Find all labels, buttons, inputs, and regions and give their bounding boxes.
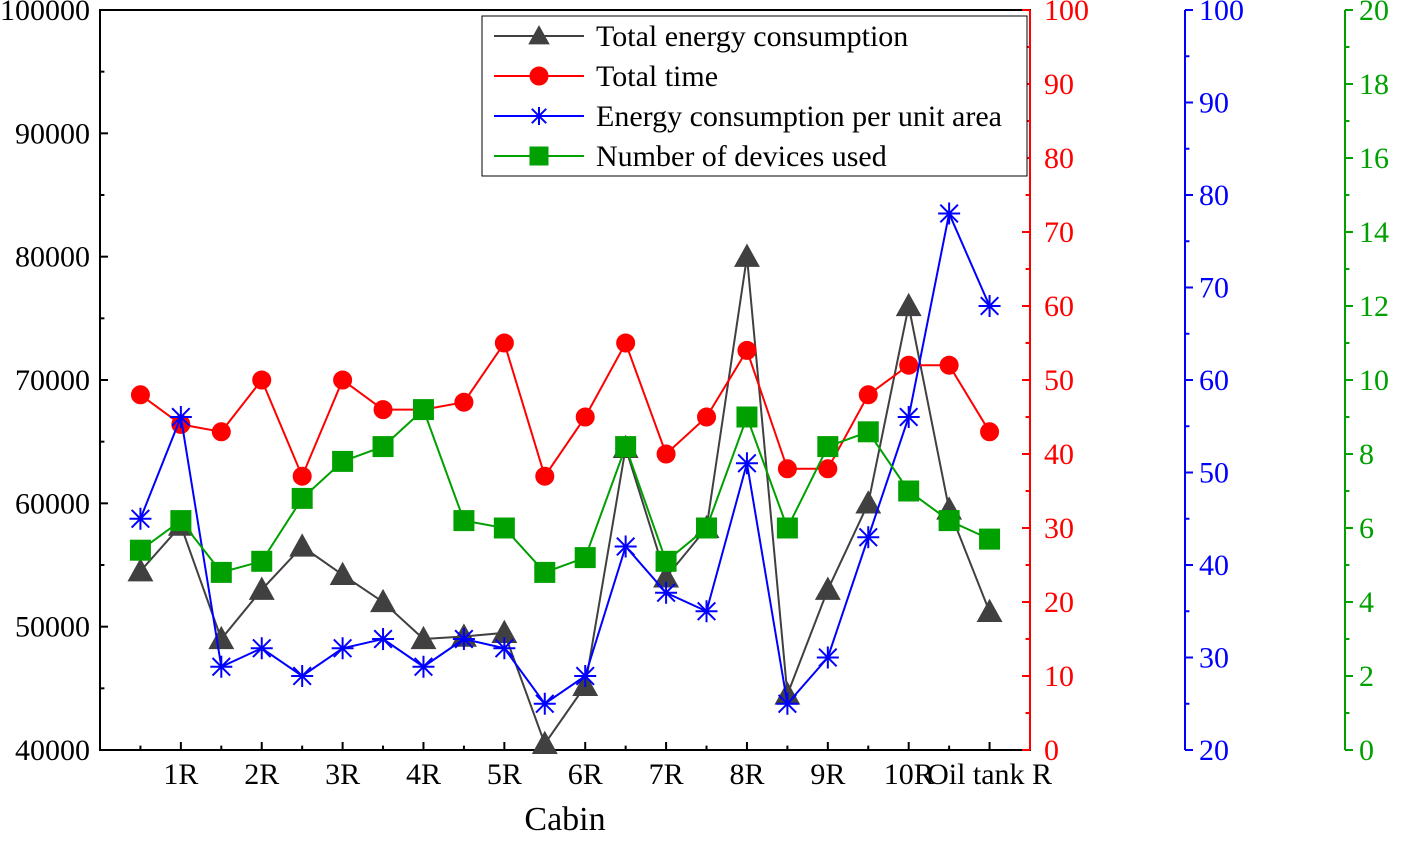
y-tick-label-y4: 10 xyxy=(1359,364,1389,397)
chart-stage: 1R2R3R4R5R6R7R8R9R10ROil tank RCabin4000… xyxy=(0,0,1416,857)
y-tick-label-y4: 0 xyxy=(1359,734,1374,767)
y-tick-label-y2: 40 xyxy=(1044,438,1074,471)
x-tick-label: 7R xyxy=(649,758,684,791)
legend-label: Total time xyxy=(596,60,718,93)
y-tick-label-y1: 80000 xyxy=(15,241,90,274)
y-tick-label-y1: 100000 xyxy=(0,0,90,27)
legend-label: Total energy consumption xyxy=(596,20,908,53)
y-tick-label-y4: 16 xyxy=(1359,142,1389,175)
x-tick-label: 3R xyxy=(325,758,360,791)
y-tick-label-y3: 70 xyxy=(1199,272,1229,305)
y-tick-label-y2: 10 xyxy=(1044,660,1074,693)
y-tick-label-y4: 2 xyxy=(1359,660,1374,693)
multi-axis-line-chart: 1R2R3R4R5R6R7R8R9R10ROil tank RCabin4000… xyxy=(0,0,1416,857)
y-tick-label-y2: 30 xyxy=(1044,512,1074,545)
y-tick-label-y2: 90 xyxy=(1044,68,1074,101)
y-tick-label-y4: 8 xyxy=(1359,438,1374,471)
y-tick-label-y4: 6 xyxy=(1359,512,1374,545)
y-tick-label-y3: 80 xyxy=(1199,179,1229,212)
legend-label: Energy consumption per unit area xyxy=(596,100,1002,133)
y-tick-label-y4: 20 xyxy=(1359,0,1389,27)
x-tick-label: 9R xyxy=(810,758,845,791)
y-tick-label-y3: 90 xyxy=(1199,87,1229,120)
y-tick-label-y4: 14 xyxy=(1359,216,1389,249)
y-tick-label-y2: 20 xyxy=(1044,586,1074,619)
x-tick-label: 6R xyxy=(568,758,603,791)
y-tick-label-y2: 70 xyxy=(1044,216,1074,249)
y-tick-label-y4: 4 xyxy=(1359,586,1374,619)
y-tick-label-y1: 50000 xyxy=(15,611,90,644)
y-tick-label-y3: 100 xyxy=(1199,0,1244,27)
y-tick-label-y1: 40000 xyxy=(15,734,90,767)
y-tick-label-y2: 80 xyxy=(1044,142,1074,175)
y-tick-label-y3: 50 xyxy=(1199,457,1229,490)
x-tick-label: 2R xyxy=(244,758,279,791)
y-tick-label-y3: 20 xyxy=(1199,734,1229,767)
x-tick-label: 8R xyxy=(729,758,764,791)
x-tick-label: 5R xyxy=(487,758,522,791)
x-axis-label: Cabin xyxy=(524,801,605,838)
y-tick-label-y1: 70000 xyxy=(15,364,90,397)
x-tick-label: 1R xyxy=(163,758,198,791)
y-tick-label-y3: 60 xyxy=(1199,364,1229,397)
y-tick-label-y2: 100 xyxy=(1044,0,1089,27)
y-tick-label-y1: 60000 xyxy=(15,487,90,520)
y-tick-label-y3: 30 xyxy=(1199,642,1229,675)
y-tick-label-y2: 50 xyxy=(1044,364,1074,397)
y-tick-label-y1: 90000 xyxy=(15,117,90,150)
x-tick-label: 4R xyxy=(406,758,441,791)
y-tick-label-y4: 18 xyxy=(1359,68,1389,101)
y-tick-label-y4: 12 xyxy=(1359,290,1389,323)
x-tick-label: Oil tank R xyxy=(927,758,1052,791)
y-tick-label-y3: 40 xyxy=(1199,549,1229,582)
legend-label: Number of devices used xyxy=(596,140,887,173)
y-tick-label-y2: 0 xyxy=(1044,734,1059,767)
y-tick-label-y2: 60 xyxy=(1044,290,1074,323)
